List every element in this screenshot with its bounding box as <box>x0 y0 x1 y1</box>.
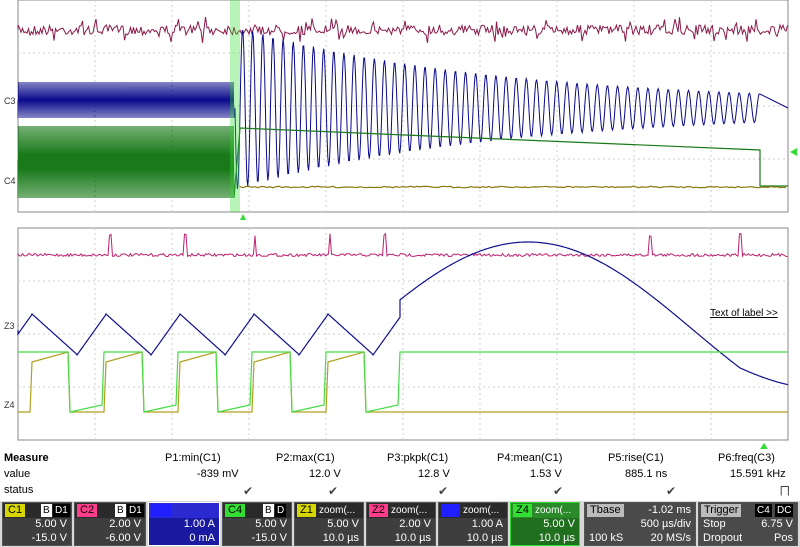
param-p2-status-icon: ✔ <box>328 484 339 498</box>
timebase-descriptor[interactable]: Tbase -1.02 ms 500 µs/div 100 kS 20 MS/s <box>584 502 696 546</box>
param-p5-status-icon: ✔ <box>666 484 677 498</box>
waveform-display[interactable]: C3 C4 Z3 Z4 Text of label >> <box>0 0 800 450</box>
measure-table: Measure value status P1:min(C1) -839 mV … <box>0 450 800 500</box>
trigger-mode: Stop <box>703 518 726 530</box>
channel-c2-scale: 2.00 V <box>109 518 141 530</box>
param-p4-value: 1.53 V <box>530 468 562 480</box>
param-p5-value: 885.1 ns <box>625 468 668 480</box>
channel-c2-name: C2 <box>77 504 98 517</box>
channel-c3-scale: 1.00 A <box>183 518 215 530</box>
trace-c3-upper <box>17 29 789 190</box>
param-p6-name[interactable]: P6:freq(C3) <box>718 452 775 464</box>
zoom-z1-timebase: 10.0 µs <box>322 532 359 544</box>
trace-c4-upper <box>17 125 788 199</box>
trigger-coupling-badge: DC <box>775 504 794 517</box>
measure-position-marker[interactable] <box>760 443 768 449</box>
channel-c2-offset: -6.00 V <box>105 532 141 544</box>
trigger-position-marker[interactable] <box>240 214 246 220</box>
zoom-z4-timebase: 10.0 µs <box>538 532 575 544</box>
channel-c1-scale: 5.00 V <box>35 518 67 530</box>
timebase-per-div: 500 µs/div <box>640 518 691 530</box>
timebase-sample-rate: 20 MS/s <box>650 532 691 544</box>
z4-offset-label: Z4 <box>4 400 15 410</box>
channel-c3-offset: 0 mA <box>189 532 215 544</box>
zoom-z3-descriptor[interactable]: Z3 zoom(... 1.00 A 10.0 µs <box>438 502 508 546</box>
trace-z4 <box>18 351 788 413</box>
param-p1-status-icon: ✔ <box>243 484 254 498</box>
trigger-type: Dropout <box>703 532 743 544</box>
channel-c4-bw-badge: B <box>263 504 274 517</box>
channel-c1-descriptor[interactable]: C1 B D1 5.00 V -15.0 V <box>2 502 72 546</box>
zoom-z4-name: Z4 <box>513 504 532 517</box>
zoom-z2-source: zoom(... <box>391 505 428 516</box>
param-p5-name[interactable]: P5:rise(C1) <box>608 452 664 464</box>
channel-c2-deskew-badge: D1 <box>127 504 144 517</box>
channel-c4-descriptor[interactable]: C4 B D 5.00 V -15.0 V <box>222 502 292 546</box>
channel-c1-name: C1 <box>5 504 26 517</box>
param-p1-name[interactable]: P1:min(C1) <box>165 452 221 464</box>
param-p2-value: 12.0 V <box>309 468 341 480</box>
zoom-z3-scale: 1.00 A <box>471 518 503 530</box>
measure-heading: Measure <box>4 452 49 464</box>
channel-c1-deskew-badge: D1 <box>53 504 70 517</box>
param-p6-value: 15.591 kHz <box>730 468 786 480</box>
zoom-z2-timebase: 10.0 µs <box>394 532 431 544</box>
channel-c4-scale: 5.00 V <box>255 518 287 530</box>
timebase-offset: -1.02 ms <box>648 504 691 516</box>
trigger-slope: Pos <box>774 532 793 544</box>
param-p1-value: -839 mV <box>197 468 239 480</box>
param-p4-name[interactable]: P4:mean(C1) <box>497 452 563 464</box>
trigger-descriptor[interactable]: Trigger C4 DC Stop 6.75 V Dropout Pos <box>698 502 798 546</box>
trigger-level-marker[interactable] <box>790 148 797 156</box>
trigger-level: 6.75 V <box>761 518 793 530</box>
channel-c1-bw-badge: B <box>41 504 52 517</box>
channel-c3-descriptor[interactable]: C3 1.00 A 0 mA <box>148 502 220 546</box>
zoom-z2-descriptor[interactable]: Z2 zoom(... 2.00 V 10.0 µs <box>366 502 436 546</box>
channel-c1-offset: -15.0 V <box>31 532 67 544</box>
zoom-z3-timebase: 10.0 µs <box>466 532 503 544</box>
zoom-z2-name: Z2 <box>369 504 388 517</box>
channel-c2-descriptor[interactable]: C2 B D1 2.00 V -6.00 V <box>74 502 146 546</box>
param-p3-value: 12.8 V <box>418 468 450 480</box>
trace-z2 <box>17 232 788 258</box>
trace-c2-upper <box>17 17 788 43</box>
param-p3-status-icon: ✔ <box>438 484 449 498</box>
zoom-z4-source: zoom(... <box>535 505 572 516</box>
param-p2-name[interactable]: P2:max(C1) <box>276 452 335 464</box>
status-row-label: status <box>4 484 34 496</box>
channel-c2-bw-badge: B <box>115 504 126 517</box>
zoom-z1-source: zoom(... <box>319 505 356 516</box>
param-p6-status-icon: ⨅ <box>780 484 790 498</box>
zoom-z1-name: Z1 <box>297 504 316 517</box>
trace-z3 <box>17 241 789 386</box>
zoom-z3-name: Z3 <box>441 504 460 517</box>
text-of-label-link[interactable]: Text of label >> <box>710 308 778 319</box>
zoom-z1-descriptor[interactable]: Z1 zoom(... 5.00 V 10.0 µs <box>294 502 364 546</box>
trigger-label: Trigger <box>701 504 742 517</box>
channel-descriptor-bar: C1 B D1 5.00 V -15.0 V C2 B D1 2.00 V -6… <box>0 501 800 547</box>
zoom-z4-scale: 5.00 V <box>543 518 575 530</box>
channel-c4-name: C4 <box>225 504 246 517</box>
trace-c1-upper <box>239 185 787 189</box>
timebase-samples: 100 kS <box>589 532 624 544</box>
c3-offset-label: C3 <box>4 96 16 106</box>
trigger-source-badge: C4 <box>755 504 772 517</box>
channel-c4-deskew-badge: D <box>275 504 287 517</box>
zoom-z2-scale: 2.00 V <box>399 518 431 530</box>
channel-c4-offset: -15.0 V <box>251 532 287 544</box>
zoom-z1-scale: 5.00 V <box>327 518 359 530</box>
zoom-region-marker[interactable] <box>230 0 240 212</box>
c4-offset-label: C4 <box>4 176 16 186</box>
param-p4-status-icon: ✔ <box>553 484 564 498</box>
zoom-z4-descriptor[interactable]: Z4 zoom(... 5.00 V 10.0 µs <box>510 502 580 546</box>
z3-offset-label: Z3 <box>4 321 15 331</box>
channel-c3-name: C3 <box>151 504 172 517</box>
timebase-label: Tbase <box>587 504 624 517</box>
param-p3-name[interactable]: P3:pkpk(C1) <box>387 452 449 464</box>
value-row-label: value <box>4 468 31 480</box>
zoom-z3-source: zoom(... <box>463 505 500 516</box>
